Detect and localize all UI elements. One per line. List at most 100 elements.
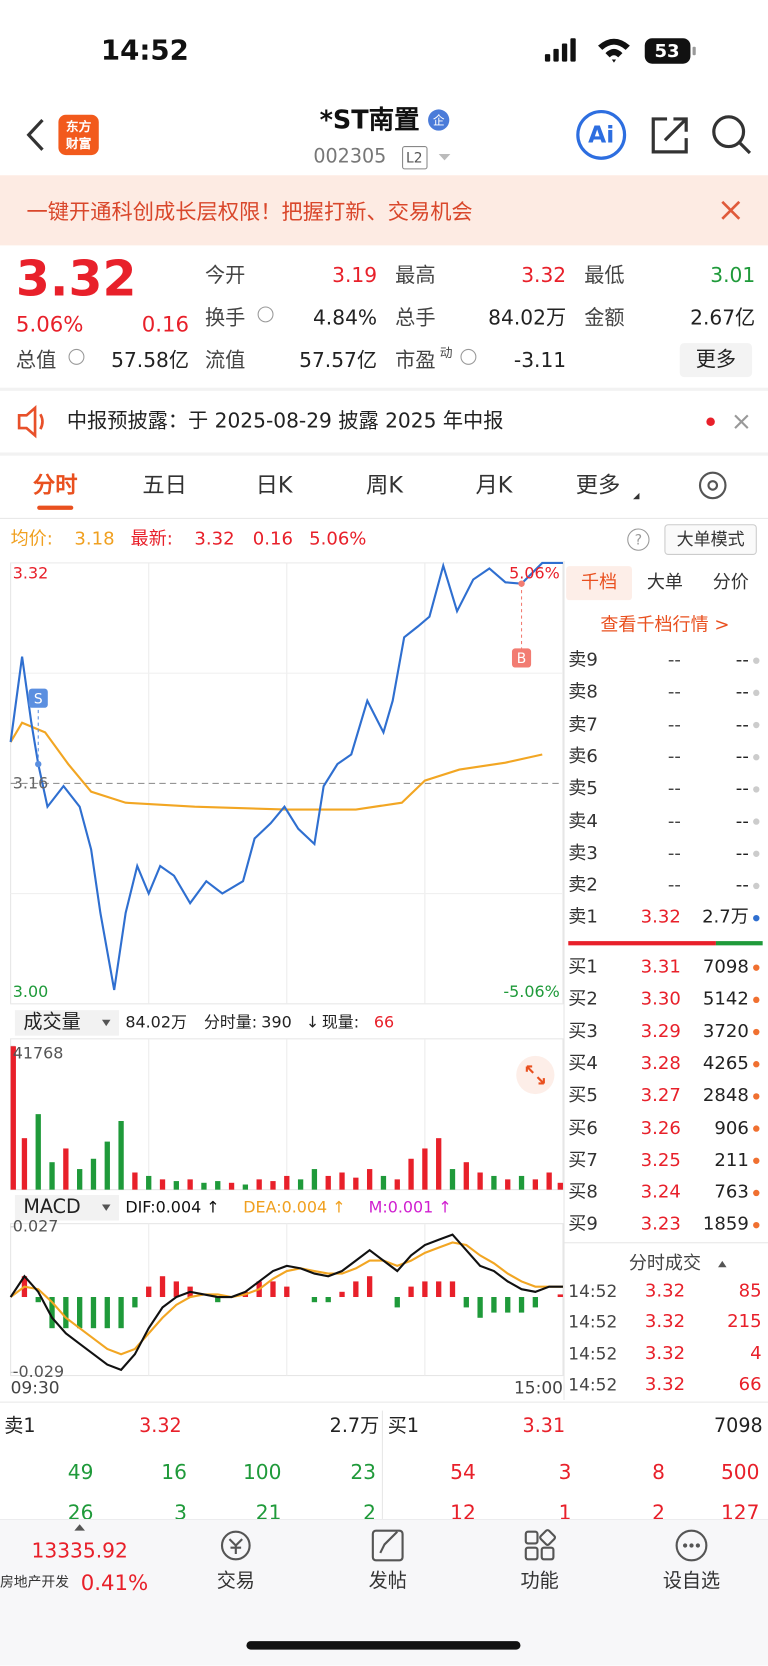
volume-bar bbox=[173, 1181, 179, 1190]
settings-button[interactable] bbox=[698, 471, 727, 500]
macd-bar bbox=[339, 1291, 345, 1298]
mode-button[interactable] bbox=[664, 524, 757, 555]
order-dot bbox=[753, 786, 760, 793]
order-price: -- bbox=[667, 810, 681, 832]
index-value[interactable]: 13335.92 bbox=[31, 1539, 128, 1564]
tab[interactable]: 日K bbox=[255, 472, 293, 498]
macd-selector[interactable] bbox=[14, 1194, 119, 1221]
panel-tab[interactable]: 分价 bbox=[712, 571, 749, 594]
share-button[interactable] bbox=[651, 117, 688, 154]
tab[interactable]: 月K bbox=[475, 472, 513, 498]
sector-pct: 0.41% bbox=[80, 1569, 149, 1596]
banner-bg bbox=[0, 175, 768, 246]
tab[interactable]: 五日 bbox=[142, 472, 187, 498]
order-price: -- bbox=[667, 746, 681, 768]
volume-selector[interactable] bbox=[14, 1010, 119, 1036]
marker-box bbox=[28, 688, 48, 708]
volume-label[interactable]: 成交量 bbox=[23, 1011, 81, 1034]
last-pct: 5.06% bbox=[309, 528, 367, 550]
macd-bar bbox=[353, 1281, 359, 1298]
info-icon[interactable] bbox=[460, 348, 477, 365]
notice-text[interactable]: 中报预披露：于 2025-08-29 披露 2025 年中报 bbox=[66, 409, 504, 433]
volume-bar bbox=[159, 1179, 166, 1190]
more-button[interactable] bbox=[679, 343, 753, 378]
macd-bar bbox=[270, 1281, 276, 1298]
volume-bar bbox=[518, 1175, 525, 1190]
order-dot bbox=[753, 657, 760, 664]
info-icon[interactable] bbox=[257, 306, 274, 323]
watch-icon[interactable] bbox=[675, 1529, 708, 1562]
order-label: 卖5 bbox=[568, 778, 598, 800]
trade-icon[interactable] bbox=[220, 1530, 251, 1561]
y-tick-label: 3.16 bbox=[12, 773, 49, 793]
avg-label: 均价: bbox=[10, 528, 53, 550]
panel-tab[interactable]: 千档 bbox=[581, 571, 618, 594]
order-price: 3.26 bbox=[640, 1117, 681, 1139]
order-volume: 1859 bbox=[702, 1213, 749, 1236]
volume-bar bbox=[284, 1175, 290, 1190]
feature-icon[interactable] bbox=[524, 1529, 557, 1561]
volume-bar bbox=[242, 1184, 249, 1190]
macd-label[interactable]: MACD bbox=[23, 1196, 81, 1219]
order-dot bbox=[753, 1157, 760, 1164]
volume-bar bbox=[422, 1148, 428, 1190]
panel-tab[interactable]: 大单 bbox=[646, 571, 683, 594]
more-button-text[interactable]: 更多 bbox=[695, 347, 737, 372]
nav-item[interactable]: 发帖 bbox=[368, 1569, 407, 1593]
tab-caret bbox=[633, 492, 640, 500]
mode-text[interactable]: 大单模式 bbox=[676, 528, 745, 550]
banner-text[interactable]: 一键开通科创成长层权限！把握打新、交易机会 bbox=[26, 198, 473, 225]
change-value: 0.16 bbox=[141, 311, 190, 337]
order-price: 3.31 bbox=[640, 956, 681, 978]
nav-item[interactable]: 设自选 bbox=[662, 1569, 721, 1593]
depth-link[interactable]: 查看千档行情 > bbox=[600, 614, 730, 636]
notice-close[interactable] bbox=[734, 414, 749, 429]
index-caret bbox=[74, 1524, 85, 1531]
marker-box bbox=[511, 648, 532, 668]
book-cell: 3 bbox=[174, 1501, 187, 1525]
tab[interactable]: 更多 bbox=[575, 472, 621, 498]
field-value: 84.02万 bbox=[488, 306, 567, 330]
depth-bar-sell bbox=[568, 941, 716, 946]
nav-item[interactable]: 功能 bbox=[520, 1569, 559, 1593]
order-dot bbox=[753, 1221, 760, 1229]
banner-close[interactable] bbox=[721, 200, 741, 220]
post-icon[interactable] bbox=[371, 1529, 404, 1562]
field-label: 最高 bbox=[395, 263, 436, 288]
search-button[interactable] bbox=[712, 115, 752, 155]
info-icon[interactable] bbox=[68, 348, 85, 365]
field-label: 换手 bbox=[205, 306, 246, 330]
trade-time: 14:52 bbox=[568, 1312, 618, 1333]
volume-bar bbox=[380, 1175, 387, 1190]
expand-icon bbox=[525, 1065, 545, 1085]
y-tick-label: 3.32 bbox=[12, 563, 49, 583]
volume-bar bbox=[436, 1138, 442, 1190]
volume-bar bbox=[311, 1169, 318, 1190]
ai-button[interactable] bbox=[576, 109, 627, 160]
code-caret[interactable] bbox=[438, 154, 451, 161]
book-volume: 7098 bbox=[713, 1414, 763, 1438]
order-label: 卖3 bbox=[568, 842, 598, 864]
help-icon[interactable] bbox=[627, 528, 650, 551]
expand-button[interactable] bbox=[516, 1055, 555, 1095]
field-label: 今开 bbox=[205, 263, 246, 288]
volume-bar bbox=[90, 1158, 97, 1190]
volume-bar bbox=[463, 1162, 469, 1190]
order-label: 买1 bbox=[568, 956, 598, 978]
field-value: 2.67亿 bbox=[690, 306, 756, 330]
order-volume: -- bbox=[735, 713, 749, 736]
order-label: 买8 bbox=[568, 1181, 598, 1204]
volume-bar bbox=[35, 1114, 41, 1190]
volume-bar bbox=[215, 1181, 221, 1190]
tab[interactable]: 周K bbox=[366, 472, 403, 498]
back-button[interactable] bbox=[26, 118, 44, 151]
y-tick-label: 41768 bbox=[12, 1043, 64, 1063]
tab[interactable]: 分时 bbox=[32, 472, 78, 498]
book-label: 买1 bbox=[387, 1414, 419, 1438]
order-price: -- bbox=[667, 713, 681, 736]
book-price: 3.32 bbox=[139, 1414, 182, 1438]
nav-item[interactable]: 交易 bbox=[216, 1569, 255, 1593]
macd-bar bbox=[215, 1297, 221, 1303]
volume-bar bbox=[118, 1121, 124, 1190]
order-price: 3.24 bbox=[640, 1181, 681, 1204]
